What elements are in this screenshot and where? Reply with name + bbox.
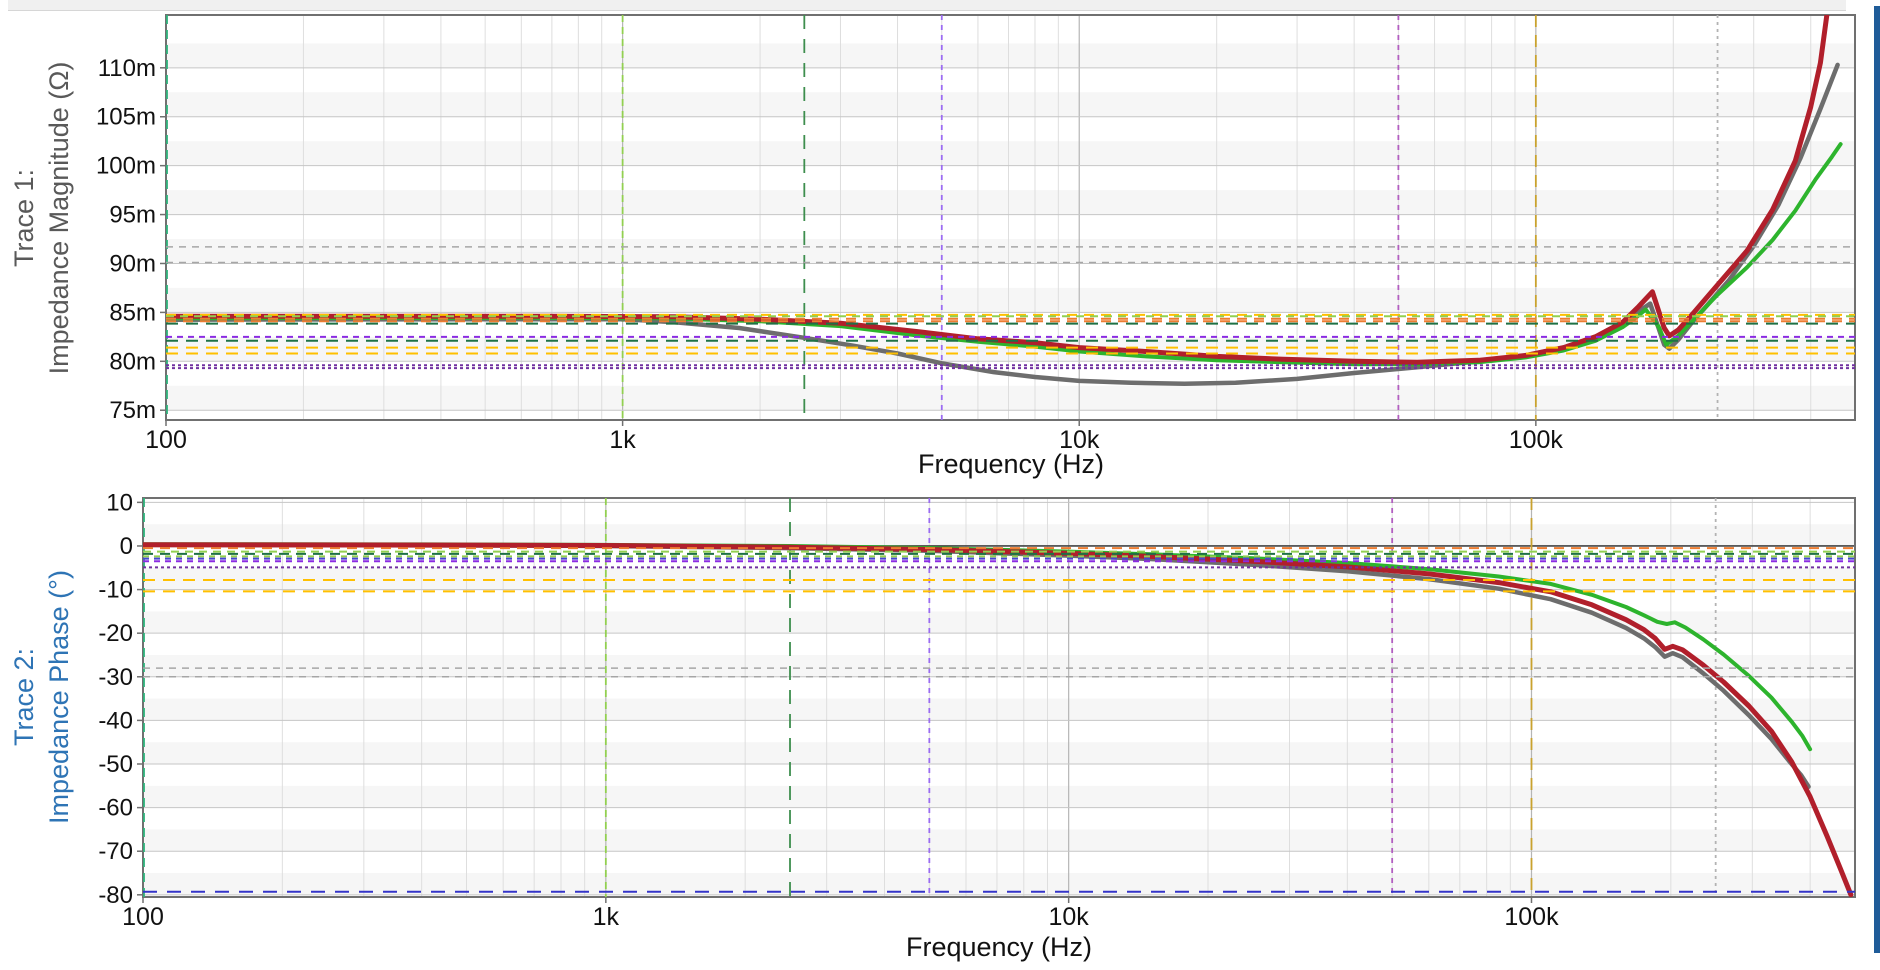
y-tick-label: 85m	[109, 299, 156, 326]
phase-xaxis-label: Frequency (Hz)	[906, 932, 1092, 962]
magnitude-xaxis-label: Frequency (Hz)	[918, 449, 1104, 479]
y-tick-label: 75m	[109, 397, 156, 424]
y-tick-label: -10	[98, 577, 133, 604]
x-tick-label: 10k	[1049, 903, 1090, 931]
y-tick-label: 80m	[109, 348, 156, 375]
y-tick-label: -40	[98, 707, 133, 734]
trace1-axis-label-line2: Impedance Magnitude (Ω)	[44, 62, 74, 375]
trace2-axis-label-line2: Impedance Phase (°)	[44, 570, 74, 824]
x-tick-label: 100k	[1504, 903, 1559, 931]
y-tick-label: 100m	[96, 153, 156, 180]
y-tick-label: 105m	[96, 104, 156, 131]
x-tick-label: 10k	[1059, 426, 1100, 454]
y-tick-label: -30	[98, 664, 133, 691]
x-tick-label: 1k	[593, 903, 620, 931]
y-tick-label: -50	[98, 751, 133, 778]
x-tick-label: 1k	[609, 426, 636, 454]
y-tick-label: -60	[98, 795, 133, 822]
y-tick-label: -70	[98, 838, 133, 865]
y-tick-label: 0	[120, 533, 133, 560]
trace1-axis-label-line1: Trace 1:	[9, 169, 39, 267]
x-tick-label: 100	[122, 903, 164, 931]
x-tick-label: 100k	[1509, 426, 1564, 454]
window-right-border-splitter[interactable]	[1874, 6, 1880, 953]
y-tick-label: 90m	[109, 250, 156, 277]
x-tick-label: 100	[145, 426, 187, 454]
y-tick-label: 110m	[98, 55, 156, 82]
trace2-axis-label-line1: Trace 2:	[9, 648, 39, 746]
y-tick-label: 10	[106, 489, 133, 516]
y-tick-label: -20	[98, 620, 133, 647]
y-tick-label: 95m	[109, 202, 156, 229]
trace-red	[166, 15, 1830, 365]
y-tick-label: -80	[98, 882, 133, 909]
window-top-bar	[8, 0, 1846, 11]
